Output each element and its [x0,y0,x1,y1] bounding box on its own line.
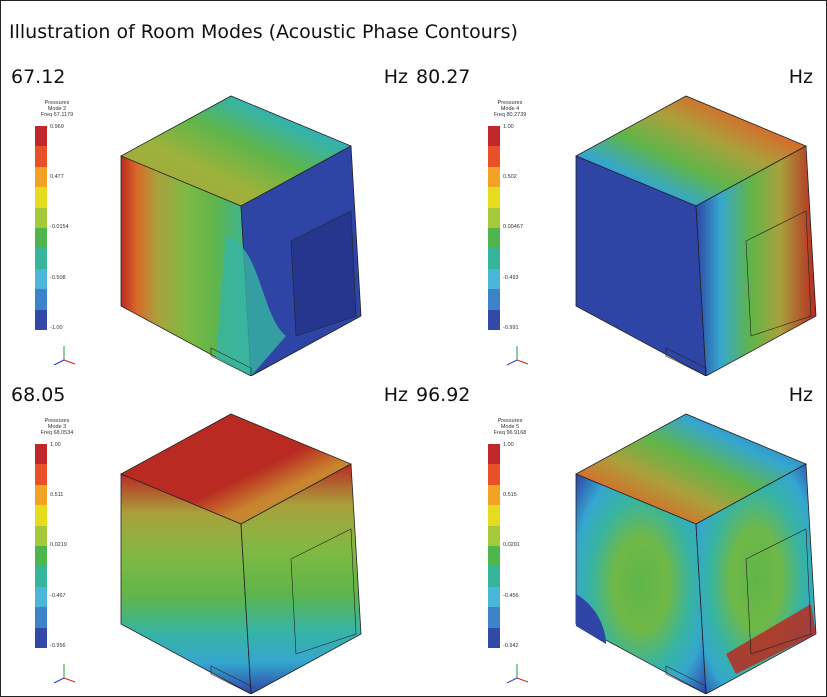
legend-tick: -0.942 [503,643,519,649]
legend-header: Pressures Mode 3 Freq 68.0534 [40,418,74,436]
axes-triad-icon [506,346,529,366]
mode-panel-1: 67.12 Hz Pressures Mode 2 Freq 67.1179 0.9… [11,66,416,378]
room-mode-contour-model [575,95,817,376]
legend-tick: 1.00 [50,442,61,448]
mode-panel-2: 80.27 Hz Pressures Mode 4 Freq 80.2739 1.0… [416,66,821,378]
legend-tick: 0.502 [503,174,517,180]
legend-tick: 0.477 [50,174,64,180]
axes-triad-icon [506,664,529,684]
frequency-unit: Hz [788,66,813,88]
legend-header: Pressures Mode 4 Freq 80.2739 [493,100,527,118]
axes-triad-icon [53,346,76,366]
legend-tick: 0.515 [503,492,517,498]
frequency-unit: Hz [383,66,408,88]
frequency-value: 68.05 [11,384,66,406]
legend-tick: -0.0154 [50,224,69,230]
legend-tick: -0.456 [503,593,519,599]
legend-tick: 1.00 [503,442,514,448]
frequency-unit: Hz [788,384,813,406]
legend-tick: 0.0291 [503,542,520,548]
legend-tick: -0.508 [50,275,66,281]
legend-tick: -0.467 [50,593,66,599]
legend-tick: 1.00 [503,124,514,130]
legend-tick: 0.511 [50,492,64,498]
color-scale-bar [35,444,47,648]
frequency-value: 80.27 [416,66,471,88]
legend-header: Pressures Mode 5 Freq 96.9168 [493,418,527,436]
frequency-value: 67.12 [11,66,66,88]
legend-tick: 0.0219 [50,542,67,548]
room-mode-contour-model [120,95,362,376]
figure-title: Illustration of Room Modes (Acoustic Pha… [9,21,518,43]
room-mode-contour-model [575,413,817,694]
legend-tick: -0.493 [503,275,519,281]
frequency-value: 96.92 [416,384,471,406]
legend-tick: 0.969 [50,124,64,130]
legend-tick: -0.991 [503,325,519,331]
color-scale-bar [35,126,47,330]
axes-triad-icon [53,664,76,684]
frequency-unit: Hz [383,384,408,406]
legend-header: Pressures Mode 2 Freq 67.1179 [40,100,74,118]
mode-panel-3: 68.05 Hz Pressures Mode 3 Freq 68.0534 1.0… [11,384,416,696]
room-mode-contour-model [120,413,362,694]
color-scale-bar [488,126,500,330]
legend-tick: 0.00467 [503,224,523,230]
legend-tick: -1.00 [50,325,63,331]
legend-tick: -0.956 [50,643,66,649]
color-scale-bar [488,444,500,648]
mode-panel-4: 96.92 Hz Pressures Mode 5 Freq 96.9168 1.0… [416,384,821,696]
